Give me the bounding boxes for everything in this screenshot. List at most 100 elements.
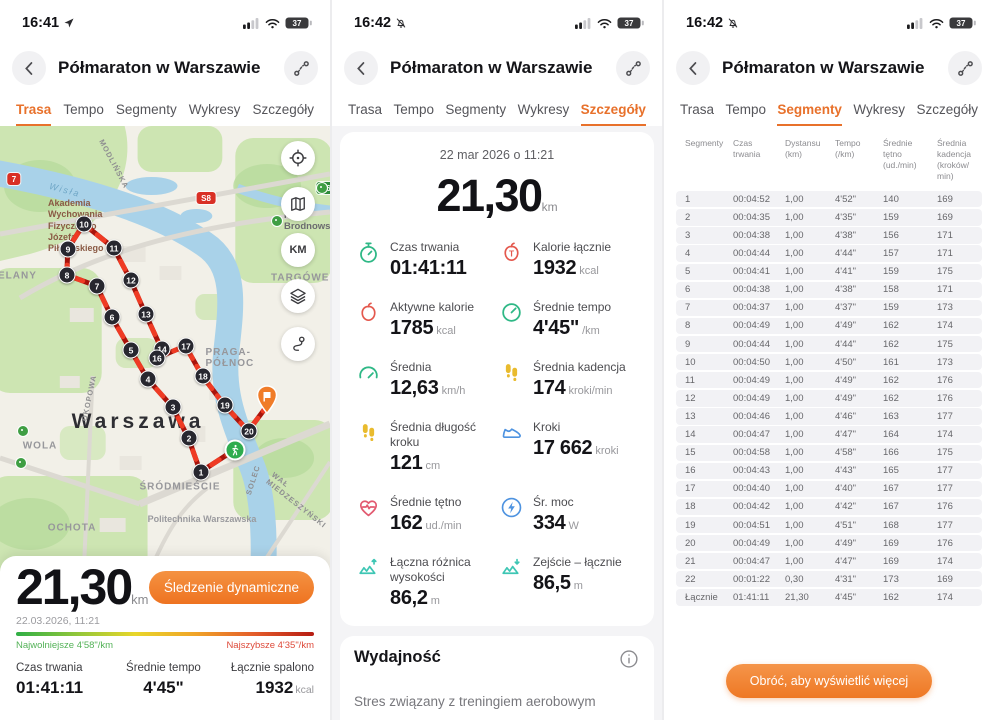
segment-cell: 177 (937, 465, 953, 477)
nav-bar: Półmaraton w Warszawie (664, 38, 994, 92)
tab-segmenty[interactable]: Segmenty (777, 102, 842, 126)
segment-row-15: 15 00:04:58 1,00 4'58" 166 175 (676, 444, 982, 461)
segment-cell: 11 (685, 374, 695, 386)
tab-trasa[interactable]: Trasa (16, 102, 52, 126)
status-time: 16:41 (22, 15, 75, 31)
segment-cell: 1,00 (785, 501, 804, 513)
segment-cell: 4'43" (835, 465, 857, 477)
segment-cell: 4'44" (835, 248, 857, 260)
segment-cell: 1,00 (785, 447, 804, 459)
back-button[interactable] (12, 51, 46, 85)
segment-row-12: 12 00:04:49 1,00 4'49" 162 176 (676, 390, 982, 407)
stat-label: Czas trwania (390, 240, 460, 254)
map-button[interactable] (281, 187, 315, 221)
segment-cell: 1,00 (785, 284, 804, 296)
tab-segmenty[interactable]: Segmenty (116, 102, 177, 126)
segment-cell: 1,00 (785, 356, 804, 368)
summary-stat-label: Łącznie spalono (230, 661, 314, 674)
info-icon[interactable] (618, 648, 640, 670)
stat-label: Średnie tempo (533, 300, 612, 314)
tab-szczegóły[interactable]: Szczegóły (916, 102, 978, 126)
stat-text: Średnia długość kroku 121 cm (390, 420, 495, 475)
segment-cell: 20 (685, 537, 696, 549)
route-share-button[interactable] (948, 51, 982, 85)
segment-cell: 168 (883, 519, 899, 531)
route-pin-button[interactable] (281, 327, 315, 361)
tab-tempo[interactable]: Tempo (393, 102, 434, 126)
stat-label: Średnia (390, 360, 432, 374)
segment-cell: 167 (883, 483, 899, 495)
tab-tempo[interactable]: Tempo (725, 102, 766, 126)
segment-cell: 171 (937, 284, 953, 296)
segment-cell: 166 (883, 447, 899, 459)
segment-row-6: 6 00:04:38 1,00 4'38" 158 171 (676, 281, 982, 298)
segment-cell: 176 (937, 392, 953, 404)
segment-cell: 1 (685, 193, 691, 205)
stat-unit: ud./min (425, 520, 462, 532)
location-arrow-icon (63, 17, 75, 29)
km-marker-13: 13 (137, 305, 155, 323)
status-time: 16:42 (354, 15, 407, 31)
summary-stat-label: Średnie tempo (126, 661, 201, 674)
segment-cell: 159 (883, 211, 899, 223)
dynamic-tracking-button[interactable]: Śledzenie dynamiczne (148, 571, 314, 605)
segment-cell: 00:04:42 (733, 501, 770, 513)
tab-szczegóły[interactable]: Szczegóły (580, 102, 646, 126)
segment-cell: 8 (685, 320, 691, 332)
segment-row-22: 22 00:01:22 0,30 4'31" 173 169 (676, 571, 982, 588)
segment-cell: 161 (883, 356, 899, 368)
segment-cell: 1,00 (785, 555, 804, 567)
layers-button[interactable] (281, 279, 315, 313)
segment-cell: 176 (937, 374, 953, 386)
segment-cell: 4'49" (835, 537, 857, 549)
locate-button[interactable] (281, 141, 315, 175)
segment-total-row: Łącznie 01:41:11 21,30 4'45" 162 174 (676, 589, 982, 606)
clock-text: 16:41 (22, 15, 60, 31)
route-share-button[interactable] (616, 51, 650, 85)
page-title: Półmaraton w Warszawie (722, 58, 925, 77)
segment-cell: 162 (883, 320, 899, 332)
stat-value: 174 kroki/min (533, 377, 613, 399)
tab-segmenty[interactable]: Segmenty (445, 102, 506, 126)
tab-wykresy[interactable]: Wykresy (189, 102, 241, 126)
km-markers-toggle-button[interactable]: KM (281, 233, 315, 267)
stat-cell: Zejście – łącznie 86,5 m (499, 555, 638, 610)
tab-bar: Trasa Tempo Segmenty Wykresy Szczegóły (0, 92, 330, 126)
stat-text: Czas trwania 01:41:11 (390, 240, 467, 280)
back-button[interactable] (676, 51, 710, 85)
stat-label: Średnia długość kroku (390, 420, 477, 449)
segments-table-header: Segmenty Czas trwania Dystansu (km) Tempo (… (676, 138, 982, 182)
nav-bar: Półmaraton w Warszawie (332, 38, 662, 92)
stat-unit: W (568, 520, 579, 532)
stat-cell: Czas trwania 01:41:11 (356, 240, 495, 280)
tab-szczegóły[interactable]: Szczegóły (252, 102, 314, 126)
back-button[interactable] (344, 51, 378, 85)
summary-stat: Czas trwania 01:41:11 (16, 662, 96, 698)
segment-cell: 00:04:38 (733, 284, 770, 296)
stat-cell: Średnia kadencja 174 kroki/min (499, 360, 638, 400)
tab-trasa[interactable]: Trasa (680, 102, 714, 126)
route-map[interactable]: MODLIŃSKAWisłaPark BrodnowskiBIELANYTARG… (0, 126, 330, 572)
column-header: Dystansu (km) (785, 138, 821, 160)
segment-cell: 165 (883, 465, 899, 477)
clock-text: 16:42 (354, 15, 392, 31)
signal-icon (907, 17, 924, 29)
segment-cell: 1,00 (785, 410, 804, 422)
segment-cell: 1,00 (785, 465, 804, 477)
segment-cell: 158 (883, 284, 899, 296)
segment-cell: 176 (937, 501, 953, 513)
wifi-icon (265, 18, 280, 29)
finish-marker (255, 385, 279, 415)
tab-wykresy[interactable]: Wykresy (518, 102, 570, 126)
battery-icon: 37 (285, 17, 312, 29)
segment-cell: 169 (937, 211, 953, 223)
tab-wykresy[interactable]: Wykresy (853, 102, 905, 126)
cadence-icon (499, 360, 524, 385)
layers-icon (288, 286, 308, 306)
route-share-button[interactable] (284, 51, 318, 85)
segment-cell: 1,00 (785, 374, 804, 386)
tab-tempo[interactable]: Tempo (63, 102, 104, 126)
segment-cell: 3 (685, 230, 691, 242)
rotate-for-more-button[interactable]: Obróć, aby wyświetlić więcej (725, 663, 933, 698)
tab-trasa[interactable]: Trasa (348, 102, 382, 126)
